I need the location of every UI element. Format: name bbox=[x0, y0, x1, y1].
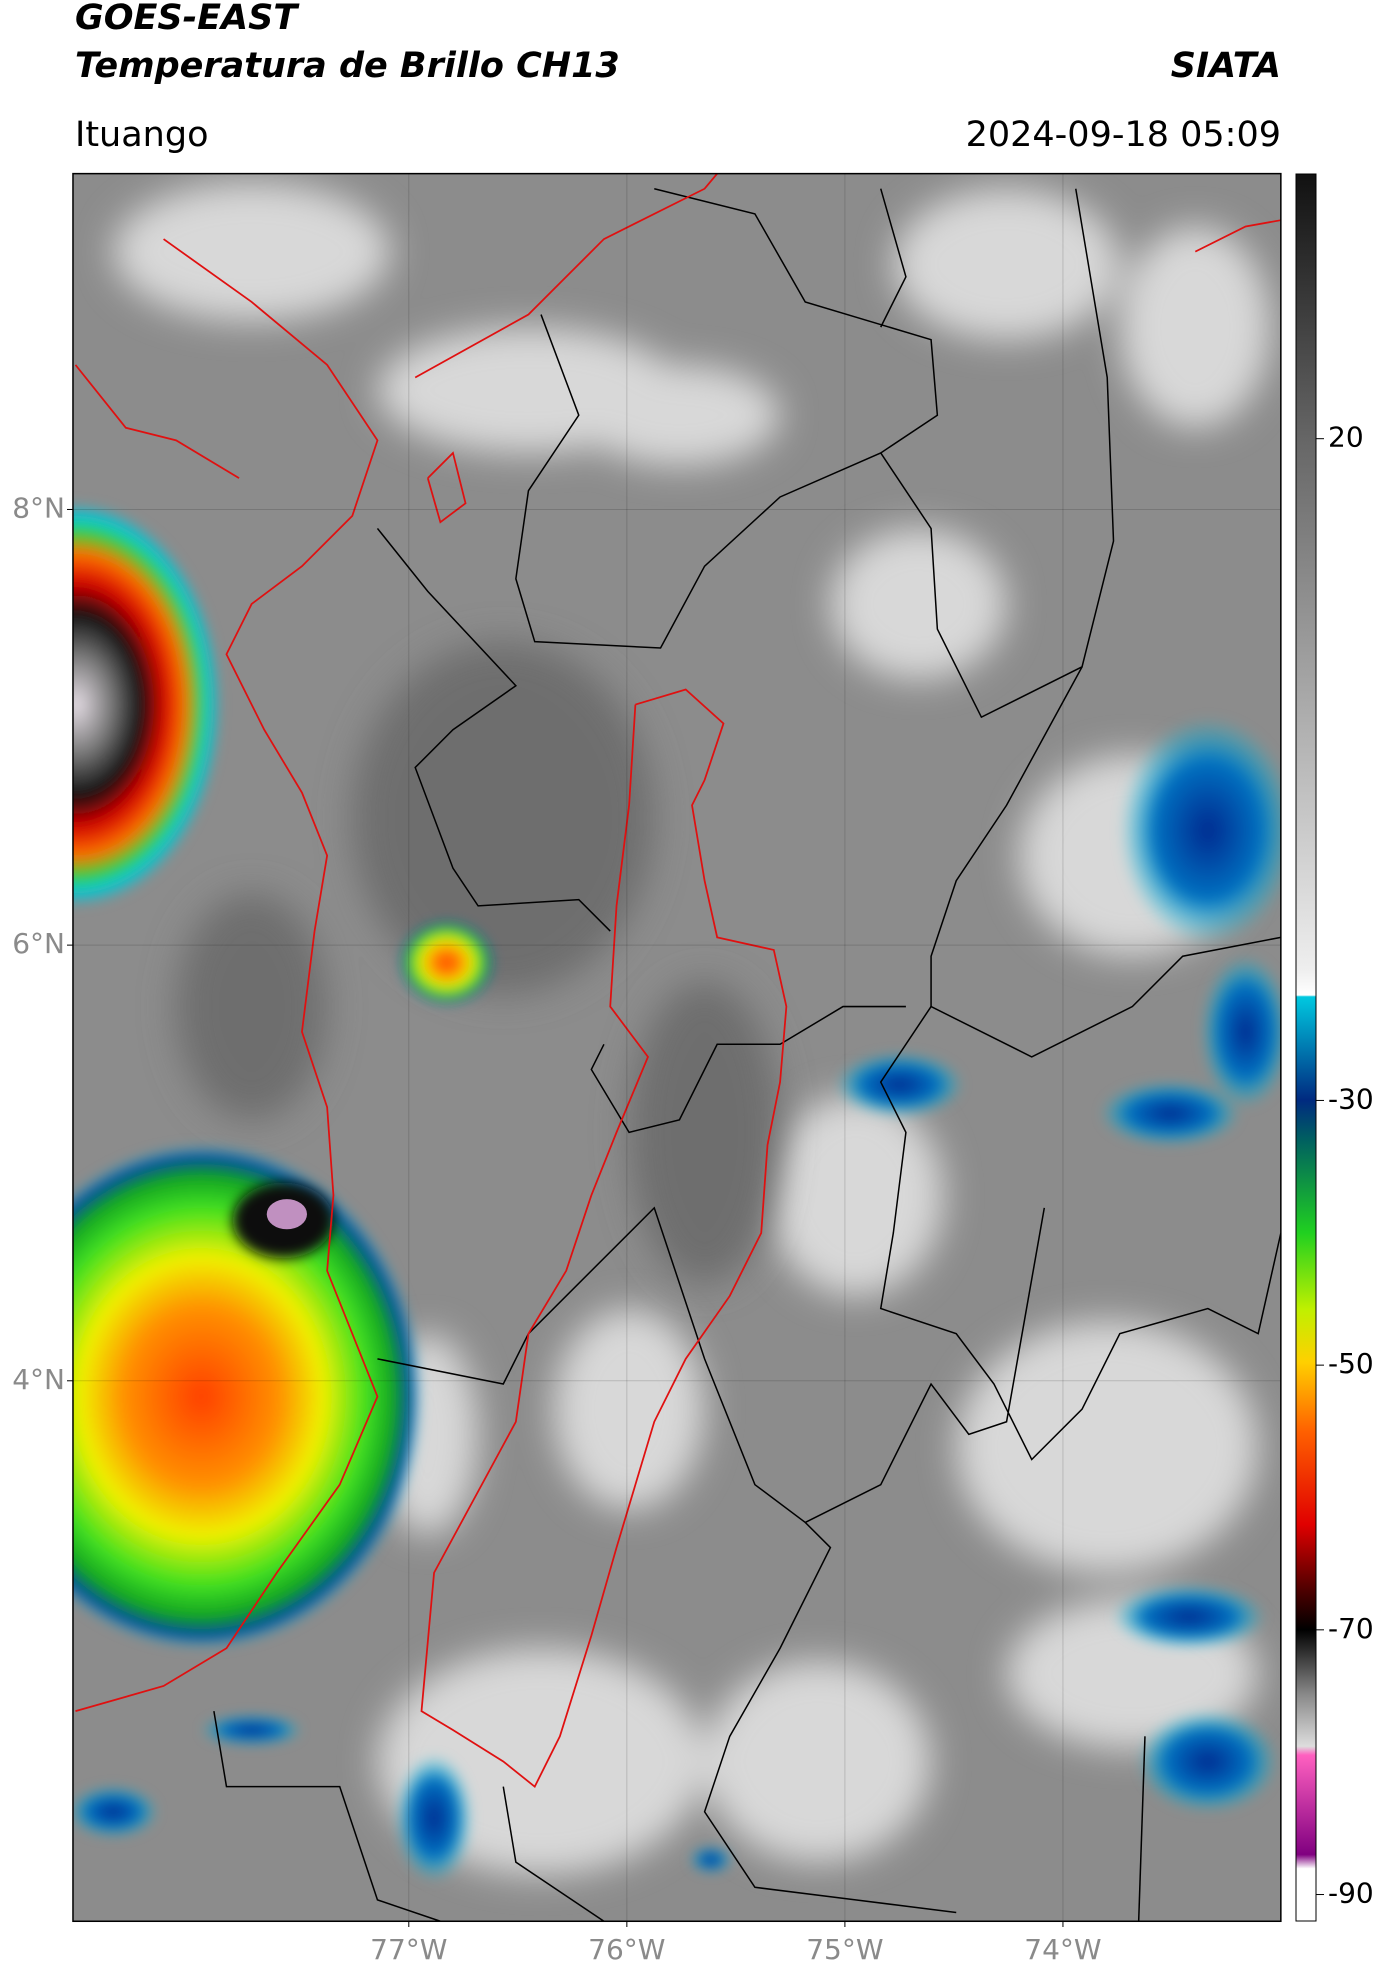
x-tick-label: 75°W bbox=[806, 1933, 883, 1966]
location: Ituango bbox=[75, 115, 209, 155]
y-tick-label: 8°N bbox=[12, 491, 65, 524]
x-tick-label: 74°W bbox=[1024, 1933, 1101, 1966]
colorbar-label: -30 bbox=[1328, 1082, 1374, 1115]
colorbar bbox=[1295, 173, 1317, 1922]
title: GOES-EAST bbox=[75, 0, 300, 38]
colorbar-label: -70 bbox=[1328, 1612, 1374, 1645]
y-tick-label: 4°N bbox=[12, 1363, 65, 1396]
colorbar-label: 20 bbox=[1328, 421, 1364, 454]
timestamp: 2024-09-18 05:09 bbox=[966, 115, 1281, 155]
subtitle: Temperatura de Brillo CH13 bbox=[75, 46, 620, 86]
satellite-image bbox=[72, 172, 1282, 1923]
brand: SIATA bbox=[1171, 46, 1281, 86]
x-tick-label: 76°W bbox=[588, 1933, 665, 1966]
colorbar-label: -90 bbox=[1328, 1877, 1374, 1910]
colorbar-label: -50 bbox=[1328, 1347, 1374, 1380]
x-tick-label: 77°W bbox=[370, 1933, 447, 1966]
y-tick-label: 6°N bbox=[12, 927, 65, 960]
